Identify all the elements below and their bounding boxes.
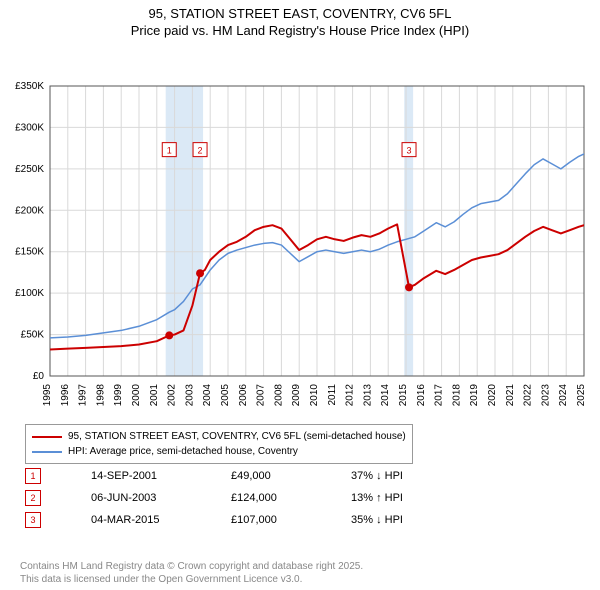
x-tick-label: 2007	[256, 383, 267, 406]
x-tick-label: 1996	[60, 383, 71, 406]
title-block: 95, STATION STREET EAST, COVENTRY, CV6 5…	[0, 0, 600, 40]
x-tick-label: 2022	[523, 383, 534, 406]
x-tick-label: 2000	[131, 383, 142, 406]
y-tick-label: £0	[33, 371, 45, 382]
x-tick-label: 2017	[434, 383, 445, 406]
legend-swatch	[32, 436, 62, 438]
callout-pct: 35% ↓ HPI	[351, 514, 441, 526]
legend-swatch	[32, 451, 62, 453]
x-tick-label: 2020	[487, 383, 498, 406]
marker-label-text: 1	[167, 145, 172, 155]
x-tick-label: 1998	[95, 383, 106, 406]
callout-price: £124,000	[231, 492, 301, 504]
x-tick-label: 1995	[42, 383, 53, 406]
callout-marker: 2	[25, 490, 41, 506]
legend-label: 95, STATION STREET EAST, COVENTRY, CV6 5…	[68, 429, 406, 444]
x-tick-label: 2014	[380, 383, 391, 406]
y-tick-label: £200K	[15, 205, 44, 216]
callout-pct: 37% ↓ HPI	[351, 470, 441, 482]
legend-item: HPI: Average price, semi-detached house,…	[32, 444, 406, 459]
callout-date: 04-MAR-2015	[91, 514, 181, 526]
x-tick-label: 2012	[345, 383, 356, 406]
x-tick-label: 2006	[238, 383, 249, 406]
x-tick-label: 2013	[362, 383, 373, 406]
x-tick-label: 2001	[149, 383, 160, 406]
y-tick-label: £100K	[15, 288, 44, 299]
x-tick-label: 2018	[451, 383, 462, 406]
x-tick-label: 2025	[576, 383, 587, 406]
x-tick-label: 1999	[113, 383, 124, 406]
x-tick-label: 2024	[558, 383, 569, 406]
title-line-1: 95, STATION STREET EAST, COVENTRY, CV6 5…	[0, 6, 600, 23]
x-tick-label: 2015	[398, 383, 409, 406]
callout-table: 1 14-SEP-2001 £49,000 37% ↓ HPI 2 06-JUN-2003…	[25, 468, 441, 534]
x-tick-label: 2019	[469, 383, 480, 406]
sale-marker	[165, 331, 173, 339]
x-tick-label: 2010	[309, 383, 320, 406]
y-tick-label: £350K	[15, 81, 44, 92]
y-tick-label: £150K	[15, 246, 44, 257]
marker-label-text: 2	[198, 145, 203, 155]
line-chart: £0 £50K £100K £150K £200K £250K £300K £350K 1995…	[0, 40, 600, 420]
callout-row: 1 14-SEP-2001 £49,000 37% ↓ HPI	[25, 468, 441, 484]
sale-marker	[405, 283, 413, 291]
callout-pct: 13% ↑ HPI	[351, 492, 441, 504]
x-tick-label: 2011	[327, 383, 338, 405]
y-tick-label: £250K	[15, 164, 44, 175]
legend: 95, STATION STREET EAST, COVENTRY, CV6 5…	[25, 424, 413, 464]
callout-marker: 3	[25, 512, 41, 528]
title-line-2: Price paid vs. HM Land Registry's House …	[0, 23, 600, 40]
legend-item: 95, STATION STREET EAST, COVENTRY, CV6 5…	[32, 429, 406, 444]
callout-price: £49,000	[231, 470, 301, 482]
x-tick-label: 2002	[167, 383, 178, 406]
chart-container: 95, STATION STREET EAST, COVENTRY, CV6 5…	[0, 0, 600, 590]
marker-label-text: 3	[407, 145, 412, 155]
footer-line-1: Contains HM Land Registry data © Crown c…	[20, 560, 363, 573]
x-tick-label: 2023	[540, 383, 551, 406]
legend-label: HPI: Average price, semi-detached house,…	[68, 444, 298, 459]
callout-row: 3 04-MAR-2015 £107,000 35% ↓ HPI	[25, 512, 441, 528]
footer-line-2: This data is licensed under the Open Gov…	[20, 573, 363, 586]
footer-note: Contains HM Land Registry data © Crown c…	[20, 560, 363, 586]
callout-date: 14-SEP-2001	[91, 470, 181, 482]
callout-price: £107,000	[231, 514, 301, 526]
sale-marker	[196, 269, 204, 277]
callout-row: 2 06-JUN-2003 £124,000 13% ↑ HPI	[25, 490, 441, 506]
x-tick-label: 2005	[220, 383, 231, 406]
callout-date: 06-JUN-2003	[91, 492, 181, 504]
x-tick-label: 1997	[78, 383, 89, 406]
x-tick-label: 2003	[184, 383, 195, 406]
x-tick-label: 2016	[416, 383, 427, 406]
x-tick-label: 2009	[291, 383, 302, 406]
x-tick-label: 2021	[505, 383, 516, 406]
x-tick-label: 2004	[202, 383, 213, 406]
callout-marker: 1	[25, 468, 41, 484]
x-tick-label: 2008	[273, 383, 284, 406]
y-tick-label: £300K	[15, 122, 44, 133]
y-tick-label: £50K	[21, 329, 45, 340]
